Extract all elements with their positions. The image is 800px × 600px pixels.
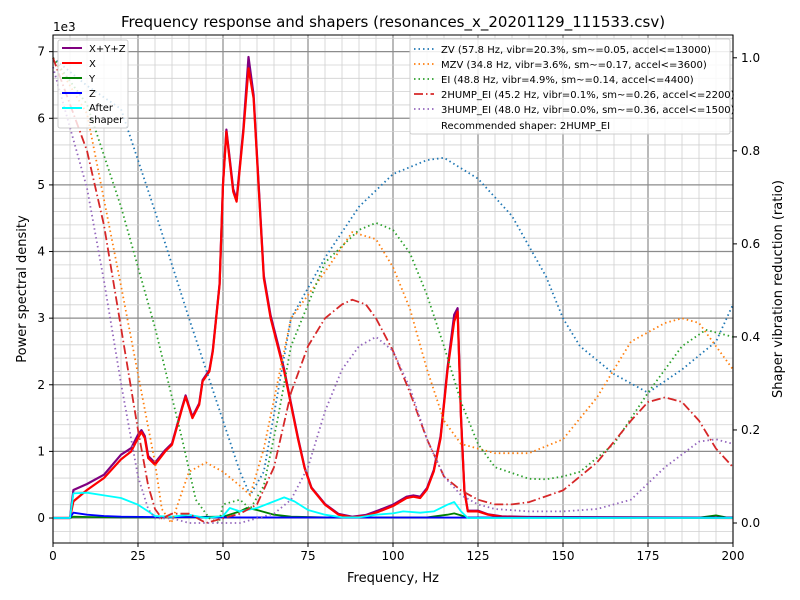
x-tick-label: 0 <box>49 549 57 563</box>
y-right-tick-label: 0.8 <box>741 144 760 158</box>
x-tick-label: 125 <box>467 549 490 563</box>
y-tick-label: 7 <box>37 45 45 59</box>
y-offset-label: 1e3 <box>53 20 76 34</box>
y-right-tick-label: 0.2 <box>741 423 760 437</box>
x-tick-label: 100 <box>382 549 405 563</box>
shaper-legend: ZV (57.8 Hz, vibr=20.3%, sm~=0.05, accel… <box>409 38 735 135</box>
legend-label: ZV (57.8 Hz, vibr=20.3%, sm~=0.05, accel… <box>441 45 711 56</box>
y-right-tick-label: 0.6 <box>741 237 760 251</box>
shaper-line-0 <box>52 57 734 498</box>
legend-label: X <box>89 59 96 70</box>
legend-label: Z <box>89 89 96 100</box>
shaper-legend-box <box>409 38 731 135</box>
y-tick-label: 1 <box>37 444 45 458</box>
legend-label: MZV (34.8 Hz, vibr=3.6%, sm~=0.17, accel… <box>441 60 707 71</box>
psd-legend: X+Y+Z XYZ After shaper <box>57 39 129 129</box>
legend-label: X+Y+Z <box>89 44 126 55</box>
x-tick-label: 150 <box>552 549 575 563</box>
y-tick-label: 3 <box>37 311 45 325</box>
legend-label: After shaper <box>89 103 124 126</box>
y-tick-label: 2 <box>37 378 45 392</box>
shaper-line-3 <box>52 57 734 524</box>
axis-ticks: 0 25 50 75 100 125 150 175 200 0 1 2 3 4 5 6 7 0.0 0.2 0.4 0… <box>37 45 760 563</box>
y-tick-label: 0 <box>37 511 45 525</box>
legend-label: 2HUMP_EI (45.2 Hz, vibr=0.1%, sm~=0.26, … <box>441 90 735 101</box>
y-right-tick-label: 0.4 <box>741 330 760 344</box>
shaper-lines <box>52 57 734 525</box>
legend-label: EI (48.8 Hz, vibr=4.9%, sm~=0.14, accel<… <box>441 75 694 86</box>
y-axis-label: Power spectral density <box>15 215 30 363</box>
legend-label: 3HUMP_EI (48.0 Hz, vibr=0.0%, sm~=0.36, … <box>441 105 735 116</box>
x-tick-label: 50 <box>215 549 230 563</box>
x-tick-label: 200 <box>722 549 745 563</box>
psd-line-z <box>53 511 734 519</box>
psd-line-after-shaper <box>53 491 733 519</box>
y-right-tick-label: 1.0 <box>741 51 760 65</box>
y-tick-label: 5 <box>37 178 45 192</box>
shaper-line-4 <box>52 66 734 524</box>
y-right-tick-label: 0.0 <box>741 516 760 530</box>
x-axis-label: Frequency, Hz <box>347 571 439 586</box>
psd-lines <box>53 55 734 520</box>
y-tick-label: 6 <box>37 111 45 125</box>
shaper-line-2 <box>52 57 734 525</box>
y-axis-right-label: Shaper vibration reduction (ratio) <box>771 180 786 398</box>
x-tick-label: 175 <box>637 549 660 563</box>
x-tick-label: 75 <box>300 549 315 563</box>
x-tick-label: 25 <box>130 549 145 563</box>
recommended-shaper-text: Recommended shaper: 2HUMP_EI <box>441 121 610 132</box>
y-tick-label: 4 <box>37 245 45 259</box>
chart-title: Frequency response and shapers (resonanc… <box>121 13 665 32</box>
psd-line-x <box>53 67 734 520</box>
legend-label: Y <box>88 74 96 85</box>
